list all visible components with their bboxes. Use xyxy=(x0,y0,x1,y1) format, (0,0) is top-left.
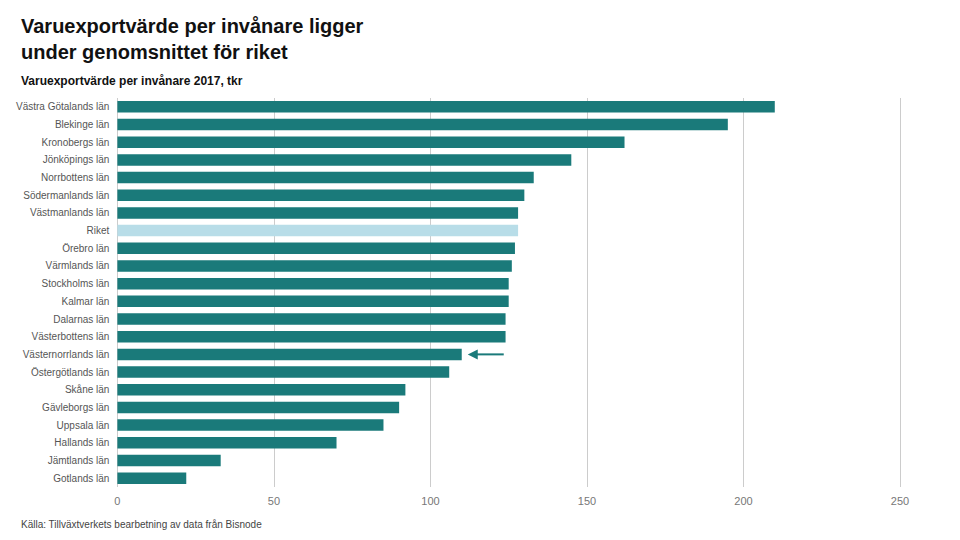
svg-text:100: 100 xyxy=(421,495,439,507)
svg-text:Varuexportvärde per invånare 2: Varuexportvärde per invånare 2017, tkr xyxy=(21,74,243,88)
svg-text:Norrbottens län: Norrbottens län xyxy=(41,172,109,183)
svg-text:Västerbottens län: Västerbottens län xyxy=(32,331,110,342)
svg-text:Kronobergs län: Kronobergs län xyxy=(42,137,110,148)
svg-text:Södermanlands län: Södermanlands län xyxy=(23,190,109,201)
svg-text:Riket: Riket xyxy=(87,225,110,236)
svg-text:250: 250 xyxy=(891,495,909,507)
svg-text:Jämtlands län: Jämtlands län xyxy=(48,455,110,466)
svg-text:Stockholms län: Stockholms län xyxy=(42,278,110,289)
svg-text:50: 50 xyxy=(268,495,280,507)
svg-text:Varuexportvärde per invånare l: Varuexportvärde per invånare ligger xyxy=(21,15,364,37)
svg-text:Örebro län: Örebro län xyxy=(62,243,109,254)
svg-text:150: 150 xyxy=(578,495,596,507)
svg-text:Källa: Tillväxtverkets bearbet: Källa: Tillväxtverkets bearbetning av da… xyxy=(21,519,262,530)
svg-text:200: 200 xyxy=(734,495,752,507)
svg-text:Dalarnas län: Dalarnas län xyxy=(53,314,109,325)
svg-text:Västra Götalands län: Västra Götalands län xyxy=(16,101,109,112)
svg-text:Blekinge län: Blekinge län xyxy=(55,119,109,130)
svg-text:Gävleborgs län: Gävleborgs län xyxy=(42,402,109,413)
svg-text:Östergötlands län: Östergötlands län xyxy=(31,367,109,378)
svg-text:Uppsala län: Uppsala län xyxy=(57,420,110,431)
svg-text:Värmlands län: Värmlands län xyxy=(45,260,109,271)
svg-text:under genomsnittet för riket: under genomsnittet för riket xyxy=(21,41,288,63)
svg-text:Jönköpings län: Jönköpings län xyxy=(43,154,110,165)
svg-text:0: 0 xyxy=(114,495,120,507)
svg-text:Västernorrlands län: Västernorrlands län xyxy=(23,349,110,360)
svg-text:Västmanlands län: Västmanlands län xyxy=(30,207,110,218)
svg-text:Gotlands län: Gotlands län xyxy=(53,473,109,484)
svg-text:Skåne län: Skåne län xyxy=(65,384,109,395)
svg-text:Kalmar län: Kalmar län xyxy=(62,296,110,307)
svg-text:Hallands län: Hallands län xyxy=(54,437,109,448)
